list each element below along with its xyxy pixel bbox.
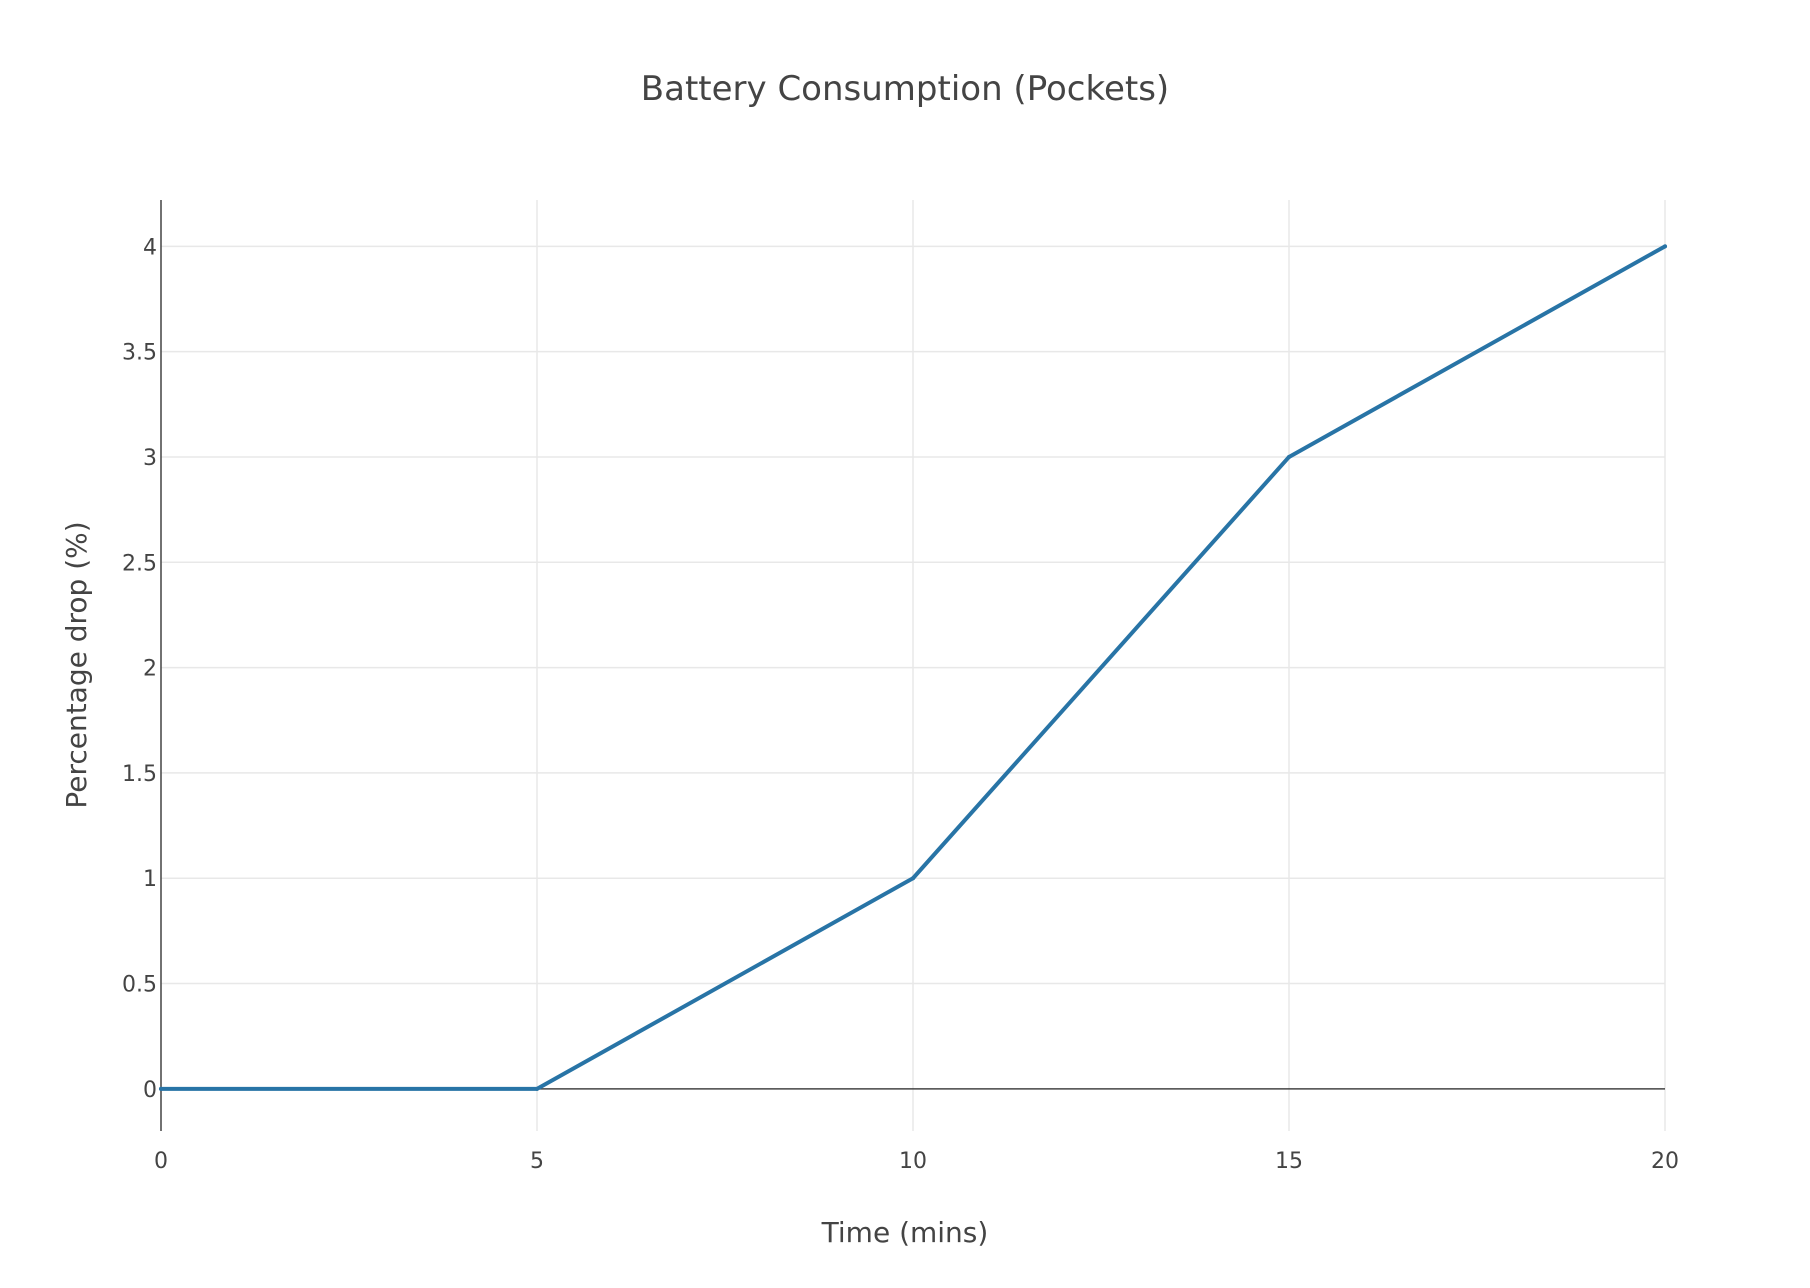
y-axis-title: Percentage drop (%) [60,521,93,808]
y-tick-label: 4 [143,235,157,260]
chart-title: Battery Consumption (Pockets) [641,69,1169,109]
data-point [1287,454,1291,459]
y-tick-label: 0 [143,1078,157,1103]
x-axis-title: Time (mins) [821,1216,989,1249]
series-layer [159,244,1667,1091]
y-tick-label: 1.5 [122,762,157,787]
data-point [911,876,915,881]
grid-layer [161,200,1666,1131]
data-point [1663,244,1667,249]
x-tick-label: 0 [154,1149,168,1174]
y-tick-label: 1 [143,867,157,892]
x-tick-label: 5 [530,1149,544,1174]
x-tick-label: 15 [1275,1149,1303,1174]
y-tick-label: 0.5 [122,973,157,998]
y-tick-label: 2 [143,657,157,682]
x-tick-label: 20 [1651,1149,1679,1174]
data-point [159,1086,163,1091]
x-tick-label: 10 [899,1149,927,1174]
y-tick-label: 3.5 [122,341,157,366]
tick-label-layer: 0 0.5 1 1.5 2 2.5 3 3.5 4 0 5 10 15 20 [122,235,1679,1174]
data-point [535,1086,539,1091]
y-tick-label: 3 [143,446,157,471]
y-tick-label: 2.5 [122,551,157,576]
